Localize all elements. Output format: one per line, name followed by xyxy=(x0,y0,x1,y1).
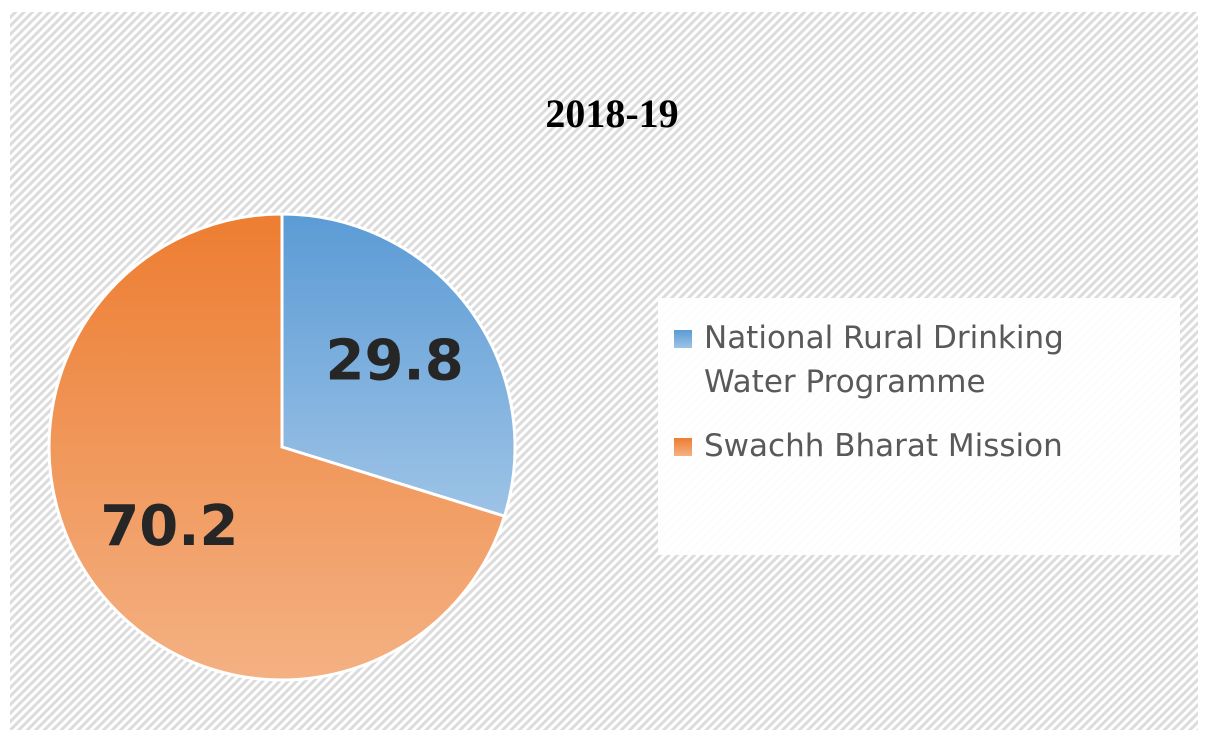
legend-entry: Swachh Bharat Mission xyxy=(674,424,1160,468)
legend-label: Swachh Bharat Mission xyxy=(704,428,1063,464)
data-label: 29.8 xyxy=(325,328,463,393)
pie-slice xyxy=(280,212,517,519)
legend: National Rural Drinking Water Programme S… xyxy=(658,298,1180,555)
chart-title: 2018-19 xyxy=(545,91,678,136)
pie-slice xyxy=(47,212,507,682)
legend-label: National Rural Drinking Water Programme xyxy=(704,320,1064,400)
data-label: 70.2 xyxy=(100,494,238,559)
legend-swatch xyxy=(674,330,692,348)
legend-entry: National Rural Drinking Water Programme xyxy=(674,316,1160,404)
legend-swatch xyxy=(674,438,692,456)
